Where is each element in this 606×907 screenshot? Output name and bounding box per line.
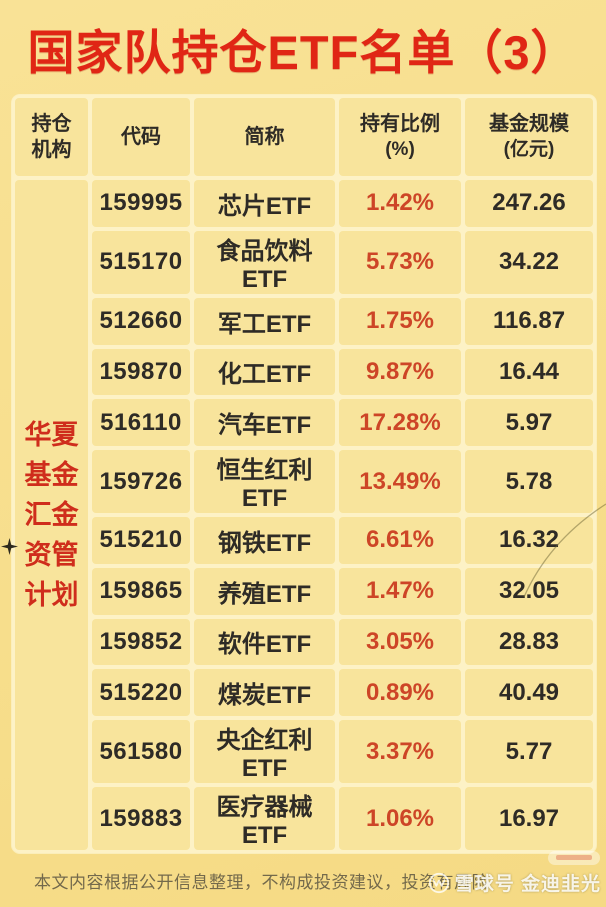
row2-name: 食品饮料ETF <box>194 230 335 294</box>
row5-code: 516110 <box>92 399 190 446</box>
row10-ratio: 0.89% <box>339 669 461 716</box>
header-scale: 基金规模 (亿元) <box>465 98 593 176</box>
row8-code: 159865 <box>92 567 190 615</box>
row7-scale: 16.32 <box>465 517 593 564</box>
row6-name: 恒生红利ETF <box>194 450 335 513</box>
footer: 本文内容根据公开信息整理，不构成投资建议，投资有风险 雪球号 金迪韭光 <box>0 851 606 907</box>
row2-scale: 34.22 <box>465 230 593 294</box>
faint-badge <box>548 851 600 865</box>
row3-code: 512660 <box>92 297 190 345</box>
row11-scale: 5.77 <box>465 720 593 783</box>
header-ratio: 持有比例 (%) <box>339 98 461 176</box>
row11-name: 央企红利ETF <box>194 720 335 783</box>
header-institution-line2: 机构 <box>31 139 72 161</box>
row1-name: 芯片ETF <box>194 180 335 227</box>
row9-code: 159852 <box>92 618 190 666</box>
header-institution-line1: 持仓 <box>31 113 72 135</box>
row4-code: 159870 <box>92 348 190 396</box>
row11-ratio: 3.37% <box>339 720 461 783</box>
row3-name: 军工ETF <box>194 297 335 345</box>
row7-code: 515210 <box>92 517 190 564</box>
row4-ratio: 9.87% <box>339 348 461 396</box>
header-institution: 持仓 机构 <box>15 98 88 176</box>
row12-scale: 16.97 <box>465 787 593 850</box>
row8-name: 养殖ETF <box>194 567 335 615</box>
header-name-label: 简称 <box>244 126 285 148</box>
row4-scale: 16.44 <box>465 348 593 396</box>
row5-ratio: 17.28% <box>339 399 461 446</box>
header-scale-line1: 基金规模 <box>489 113 569 135</box>
row10-code: 515220 <box>92 669 190 716</box>
watermark-text: 雪球号 金迪韭光 <box>454 874 601 895</box>
row5-scale: 5.97 <box>465 399 593 446</box>
row5-name: 汽车ETF <box>194 399 335 446</box>
row9-scale: 28.83 <box>465 618 593 666</box>
header-scale-line2: (亿元) <box>503 139 555 160</box>
sparkle-icon <box>1 538 18 555</box>
header-name: 简称 <box>194 98 335 176</box>
row2-code: 515170 <box>92 230 190 294</box>
row1-code: 159995 <box>92 180 190 227</box>
row1-scale: 247.26 <box>465 180 593 227</box>
row9-ratio: 3.05% <box>339 618 461 666</box>
row4-name: 化工ETF <box>194 348 335 396</box>
row9-name: 软件ETF <box>194 618 335 666</box>
row12-code: 159883 <box>92 787 190 850</box>
header-ratio-line1: 持有比例 <box>360 113 440 135</box>
row3-ratio: 1.75% <box>339 297 461 345</box>
row6-scale: 5.78 <box>465 450 593 513</box>
row10-scale: 40.49 <box>465 669 593 716</box>
row10-name: 煤炭ETF <box>194 669 335 716</box>
watermark: 雪球号 金迪韭光 <box>428 869 601 896</box>
institution-cell: 华夏基金汇金资管计划 <box>15 180 88 850</box>
row1-ratio: 1.42% <box>339 180 461 227</box>
etf-holdings-table: 持仓 机构 代码 简称 持有比例 (%) 基金规模 (亿元) 华夏基金汇金资管计… <box>12 95 596 853</box>
row8-scale: 32.05 <box>465 567 593 615</box>
row6-ratio: 13.49% <box>339 450 461 513</box>
footer-disclaimer: 本文内容根据公开信息整理，不构成投资建议，投资有风险 <box>34 873 489 892</box>
row6-code: 159726 <box>92 450 190 513</box>
header-ratio-line2: (%) <box>385 139 415 160</box>
row7-name: 钢铁ETF <box>194 517 335 564</box>
row3-scale: 116.87 <box>465 297 593 345</box>
page-title: 国家队持仓ETF名单（3） <box>27 26 579 79</box>
xueqiu-logo-icon <box>428 872 449 893</box>
row12-ratio: 1.06% <box>339 787 461 850</box>
row11-code: 561580 <box>92 720 190 783</box>
header-code-label: 代码 <box>121 126 161 148</box>
row7-ratio: 6.61% <box>339 517 461 564</box>
row12-name: 医疗器械ETF <box>194 787 335 850</box>
row8-ratio: 1.47% <box>339 567 461 615</box>
row2-ratio: 5.73% <box>339 230 461 294</box>
header-code: 代码 <box>92 98 190 176</box>
